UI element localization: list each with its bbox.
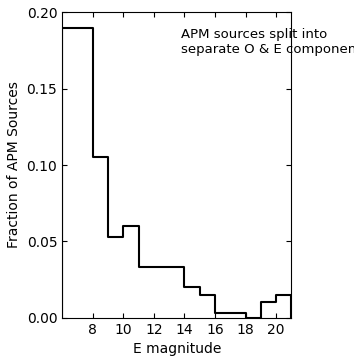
Text: APM sources split into
separate O & E components: APM sources split into separate O & E co… [181,28,354,56]
Y-axis label: Fraction of APM Sources: Fraction of APM Sources [7,82,21,249]
X-axis label: E magnitude: E magnitude [132,342,221,356]
